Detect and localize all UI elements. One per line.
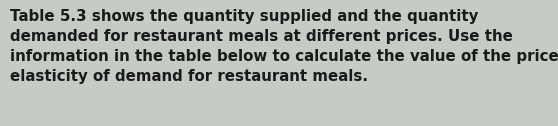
Text: Table 5.3 shows the quantity supplied and the quantity
demanded for restaurant m: Table 5.3 shows the quantity supplied an… <box>10 9 558 84</box>
